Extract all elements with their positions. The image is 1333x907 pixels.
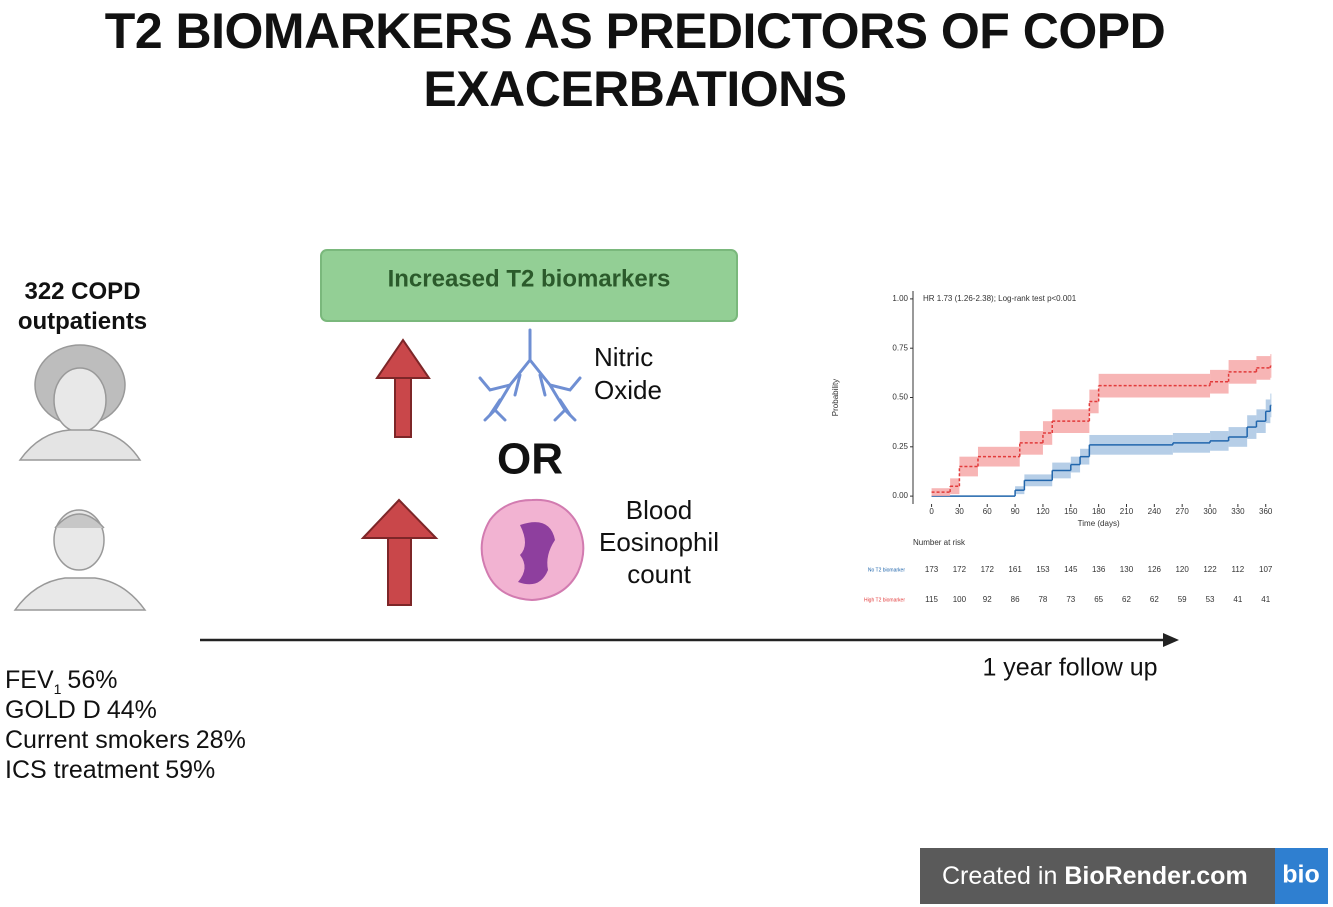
y-tick-label: 0.00 [892, 491, 908, 500]
cohort: outpatients [17, 308, 148, 335]
x-tick-label: 0 [929, 507, 934, 516]
marker-label: Blood Eosinophil count [599, 495, 719, 589]
legend-label: No T2 biomarker [868, 567, 905, 573]
stat-value: 59% [165, 756, 216, 784]
patient-male [13, 509, 147, 611]
risk-count: 53 [1206, 595, 1215, 604]
badge-logo-text: bio [1282, 861, 1320, 889]
biomarker-box [320, 249, 738, 322]
x-tick-label: 180 [1092, 507, 1106, 516]
stat: FEV1 56% [5, 666, 117, 697]
stat-value: 56% [67, 666, 118, 694]
stat-value: 28% [195, 726, 246, 754]
stat-label: ICS treatment [5, 756, 160, 784]
x-tick-label: 330 [1231, 507, 1245, 516]
x-tick-label: 30 [955, 507, 964, 516]
risk-count: 130 [1120, 565, 1134, 574]
risk-count: 115 [925, 595, 938, 604]
stat: ICS treatment 59% [5, 756, 215, 785]
stat: GOLD D 44% [5, 696, 157, 725]
x-axis-label: Time (days) [1078, 519, 1120, 528]
y-axis-label: Probability [831, 379, 840, 416]
x-tick-label: 300 [1203, 507, 1217, 516]
km-chart: HR 1.73 (1.26-2.38); Log-rank test p<0.0… [831, 291, 1273, 604]
y-tick-label: 0.50 [892, 393, 908, 402]
y-tick-label: 0.25 [892, 442, 908, 451]
cohort: 322 COPD [24, 278, 141, 305]
chart-annotation: HR 1.73 (1.26-2.38); Log-rank test p<0.0… [923, 294, 1077, 303]
risk-count: 145 [1064, 565, 1078, 574]
risk-count: 62 [1150, 595, 1159, 604]
title: T2 BIOMARKERS AS PREDICTORS OF COPD [104, 3, 1166, 59]
confidence-band [1042, 421, 1053, 445]
x-tick-label: 210 [1120, 507, 1134, 516]
risk-count: 172 [981, 565, 995, 574]
confidence-band [931, 488, 951, 497]
risk-count: 153 [1036, 565, 1050, 574]
up-arrow [360, 498, 439, 606]
x-tick-label: 90 [1011, 507, 1020, 516]
timeline-label: 1 year follow up [982, 654, 1157, 682]
box-label: Increased T2 biomarkers [388, 265, 671, 292]
title: EXACERBATIONS [423, 61, 847, 117]
confidence-band [1228, 360, 1257, 384]
x-tick-label: 60 [983, 507, 992, 516]
x-tick-label: 150 [1064, 507, 1078, 516]
stat-value: 44% [106, 696, 157, 724]
risk-count: 78 [1038, 595, 1047, 604]
confidence-band [950, 478, 960, 495]
stat: Current smokers 28% [5, 726, 246, 755]
patient-female [18, 344, 142, 461]
confidence-band [1089, 389, 1099, 414]
risk-count: 122 [1203, 565, 1217, 574]
confidence-band [1210, 369, 1229, 394]
stat-label: Current smokers [5, 726, 190, 754]
legend-label: High T2 biomarker [864, 597, 905, 603]
badge [920, 848, 1328, 904]
risk-count: 73 [1066, 595, 1075, 604]
risk-count: 41 [1261, 595, 1270, 604]
x-tick-label: 360 [1259, 507, 1273, 516]
risk-count: 86 [1011, 595, 1020, 604]
y-tick-label: 1.00 [892, 294, 908, 303]
risk-count: 59 [1178, 595, 1187, 604]
risk-count: 107 [1259, 565, 1273, 574]
connector: OR [497, 435, 563, 484]
risk-count: 126 [1148, 565, 1162, 574]
risk-count: 41 [1233, 595, 1242, 604]
badge-logo [1275, 848, 1328, 904]
stat-label: GOLD D [5, 696, 101, 724]
risk-count: 136 [1092, 565, 1106, 574]
stat-subscript: 1 [53, 681, 62, 697]
risk-count: 62 [1122, 595, 1131, 604]
timeline-head [1163, 633, 1179, 647]
badge-text: Created in BioRender.com [942, 862, 1248, 890]
y-tick-label: 0.75 [892, 343, 908, 352]
risk-count: 120 [1175, 565, 1189, 574]
confidence-band [1052, 409, 1090, 433]
risk-count: 161 [1008, 565, 1022, 574]
x-tick-label: 120 [1036, 507, 1050, 516]
risk-count: 112 [1231, 565, 1244, 574]
risk-count: 92 [983, 595, 992, 604]
lungs-icon [478, 328, 582, 422]
risk-count: 172 [953, 565, 967, 574]
risk-title: Number at risk [913, 538, 966, 547]
x-tick-label: 240 [1148, 507, 1162, 516]
confidence-band [959, 456, 978, 477]
up-arrow [375, 338, 431, 438]
risk-count: 100 [953, 595, 967, 604]
marker-label: Nitric Oxide [594, 342, 662, 405]
x-tick-label: 270 [1175, 507, 1189, 516]
risk-count: 65 [1094, 595, 1103, 604]
risk-count: 173 [925, 565, 939, 574]
stat-label: FEV [5, 666, 54, 694]
eosinophil-icon [480, 498, 585, 602]
